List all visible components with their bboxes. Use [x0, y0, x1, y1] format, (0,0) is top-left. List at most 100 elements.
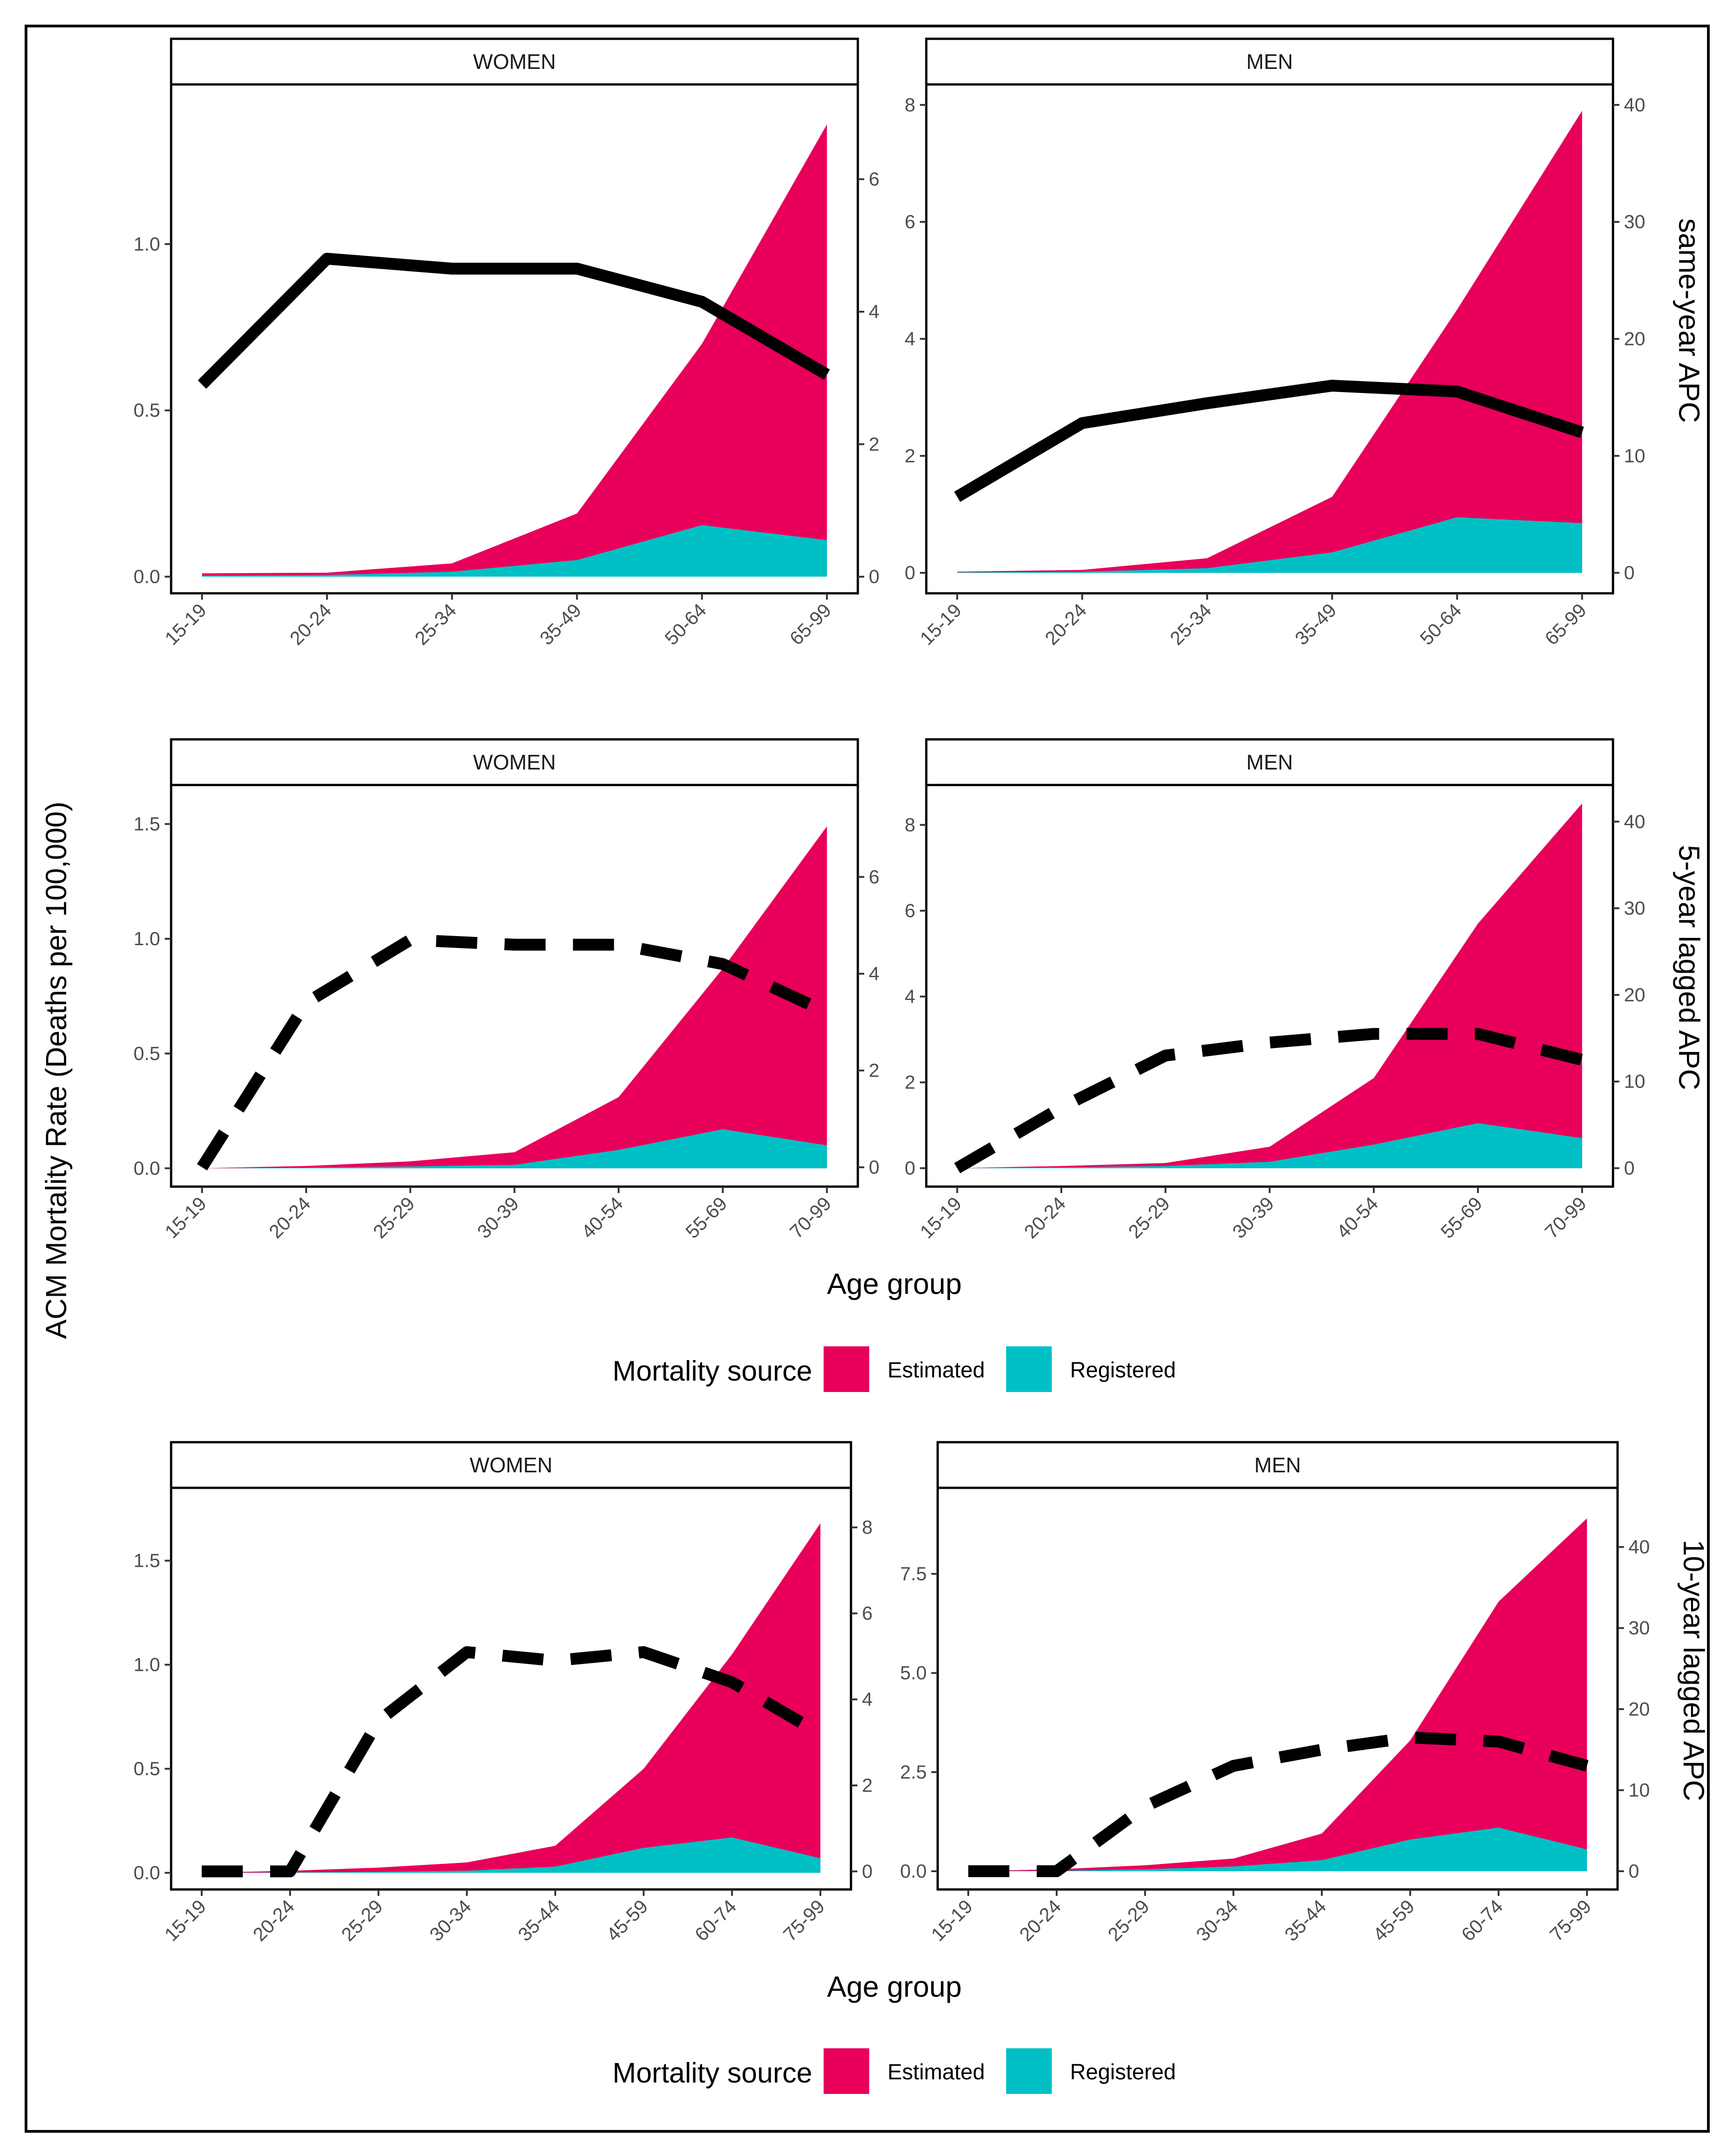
area-estimated: [202, 826, 827, 1168]
panel-border: [936, 1486, 1619, 1891]
facet-strip-label: MEN: [1254, 1453, 1301, 1477]
y2-tick-label: 10: [1624, 1071, 1645, 1092]
y-tick-label: 4: [905, 986, 915, 1007]
y2-tick-label: 2: [862, 1774, 872, 1796]
y2-tick-label: 40: [1629, 1536, 1650, 1558]
legend-label-estimated: Estimated: [887, 1358, 985, 1382]
area-estimated: [957, 110, 1582, 573]
facet-strip-label: WOMEN: [473, 50, 556, 73]
legend-swatch-registered: [1006, 1346, 1052, 1392]
y2-tick-label: 30: [1624, 897, 1645, 919]
y-tick-label: 1.5: [134, 813, 160, 834]
y2-tick-label: 0: [869, 566, 879, 587]
panel-border: [170, 83, 859, 595]
area-registered: [968, 1827, 1587, 1872]
y-tick-label: 6: [905, 211, 915, 232]
legend-row2: Mortality source Estimated Registered: [612, 1346, 1176, 1392]
apc-line: [968, 1732, 1589, 1878]
x-axis-title-row3: Age group: [827, 1970, 961, 2003]
area-registered: [202, 1129, 827, 1168]
legend-label-registered: Registered: [1070, 2060, 1176, 2084]
y2-tick-label: 4: [869, 301, 879, 322]
y-tick-label: 0: [905, 562, 915, 583]
y2-tick-label: 40: [1624, 94, 1645, 115]
y-axis-title: ACM Mortality Rate (Deaths per 100,000): [40, 801, 73, 1339]
y2-axis-title: 5-year lagged APC: [1673, 845, 1706, 1090]
y2-tick-label: 2: [869, 433, 879, 455]
legend-swatch-estimated: [824, 2048, 869, 2094]
y2-tick-label: 6: [869, 168, 879, 190]
legend-label-registered: Registered: [1070, 1358, 1176, 1382]
y2-tick-label: 0: [1624, 1157, 1634, 1179]
y2-axis-title: 10-year lagged APC: [1677, 1540, 1710, 1801]
y-tick-label: 1.0: [134, 233, 160, 255]
apc-line: [198, 252, 830, 389]
apc-line: [202, 1646, 824, 1878]
y2-tick-label: 20: [1624, 328, 1645, 350]
facet-strip-label: WOMEN: [470, 1453, 552, 1477]
y-tick-label: 0.0: [134, 566, 160, 587]
area-registered: [202, 1837, 820, 1873]
legend-label-estimated: Estimated: [887, 2060, 985, 2084]
facet-strip-label: MEN: [1246, 50, 1293, 73]
area-registered: [202, 525, 827, 577]
y-tick-label: 1.5: [134, 1550, 160, 1571]
y-tick-label: 0.5: [134, 1042, 160, 1064]
y2-tick-label: 40: [1624, 811, 1645, 832]
y2-tick-label: 30: [1629, 1617, 1650, 1638]
y-tick-label: 2: [905, 1072, 915, 1093]
y2-tick-label: 2: [869, 1060, 879, 1081]
facet-strip: [936, 1441, 1619, 1489]
legend-swatch-estimated: [824, 1346, 869, 1392]
y-tick-label: 8: [905, 814, 915, 835]
y2-tick-label: 30: [1624, 211, 1645, 232]
area-estimated: [957, 803, 1582, 1168]
y2-tick-label: 10: [1624, 445, 1645, 466]
y-tick-label: 4: [905, 328, 915, 350]
y2-tick-label: 20: [1624, 984, 1645, 1005]
y-tick-label: 0.5: [134, 1758, 160, 1779]
area-estimated: [202, 124, 827, 577]
legend-swatch-registered: [1006, 2048, 1052, 2094]
panel-border: [170, 1486, 852, 1891]
y-tick-label: 5.0: [900, 1662, 927, 1684]
facet-strip: [170, 37, 859, 86]
legend-row3: Mortality source Estimated Registered: [612, 2048, 1176, 2094]
y-tick-label: 0.0: [134, 1157, 160, 1179]
y-tick-label: 1.0: [134, 928, 160, 949]
y2-tick-label: 0: [869, 1156, 879, 1178]
y2-tick-label: 8: [862, 1517, 872, 1538]
y-tick-label: 2.5: [900, 1761, 927, 1783]
legend-title: Mortality source: [612, 1355, 812, 1387]
area-registered: [957, 1123, 1582, 1168]
y2-tick-label: 0: [1624, 562, 1634, 583]
area-estimated: [202, 1523, 820, 1873]
y2-tick-label: 6: [869, 866, 879, 887]
y-tick-label: 6: [905, 900, 915, 921]
legend-title: Mortality source: [612, 2057, 812, 2089]
y-tick-label: 0.0: [900, 1860, 927, 1882]
facet-strip-label: WOMEN: [473, 750, 556, 774]
facet-strip: [925, 738, 1614, 786]
y-tick-label: 2: [905, 445, 915, 466]
apc-line: [954, 1028, 1584, 1173]
facet-strip-label: MEN: [1246, 750, 1293, 774]
area-registered: [957, 517, 1582, 573]
x-axis-title-row2: Age group: [827, 1267, 961, 1300]
y-tick-label: 0.5: [134, 399, 160, 421]
apc-line: [954, 380, 1584, 502]
y-tick-label: 0: [905, 1157, 915, 1179]
y2-tick-label: 4: [862, 1689, 872, 1710]
area-estimated: [968, 1518, 1587, 1872]
y2-axis-title: same-year APC: [1673, 218, 1706, 423]
y-tick-label: 0.0: [134, 1862, 160, 1884]
y2-tick-label: 20: [1629, 1698, 1650, 1720]
y2-tick-label: 4: [869, 963, 879, 984]
facet-strip: [925, 37, 1614, 86]
y2-tick-label: 6: [862, 1602, 872, 1624]
apc-line: [197, 934, 830, 1171]
y2-tick-label: 0: [862, 1860, 872, 1882]
y2-tick-label: 0: [1629, 1860, 1639, 1882]
